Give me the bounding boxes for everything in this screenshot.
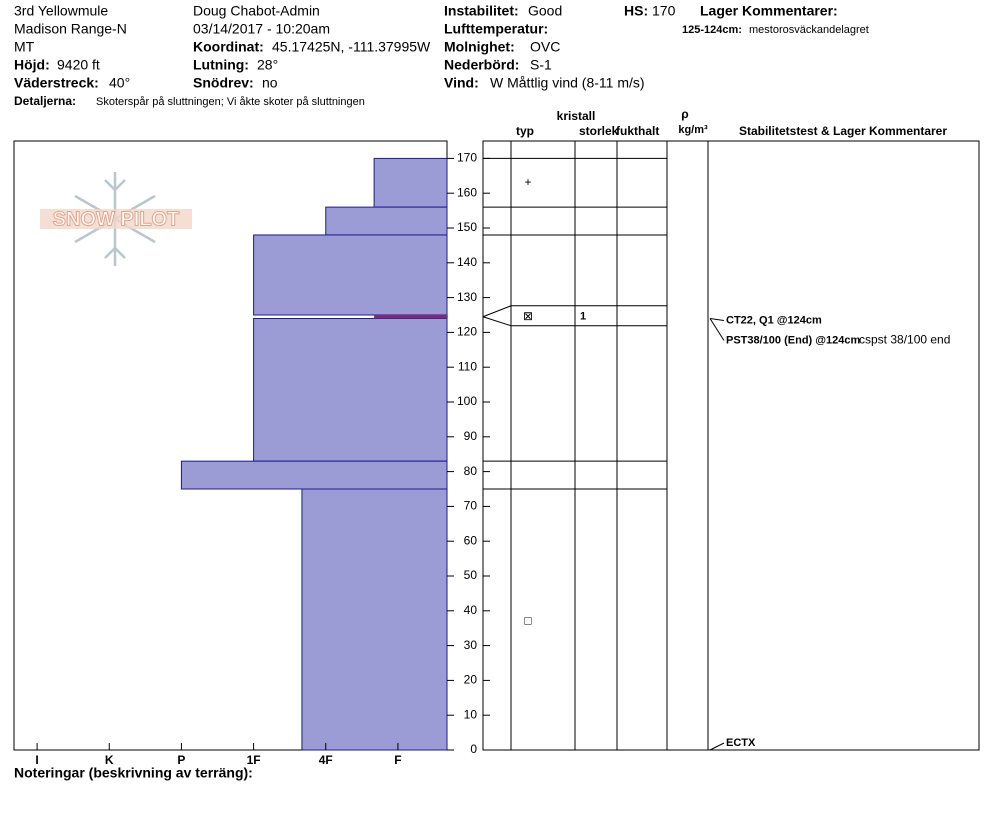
wind-label: Vind:	[444, 75, 479, 91]
precipitation-label: Nederbörd:	[444, 57, 519, 73]
col-density: ρ	[681, 107, 688, 121]
test-note: cspst 38/100 end	[859, 333, 950, 347]
state: MT	[14, 39, 35, 55]
x-tick-label: K	[105, 753, 114, 767]
observer: Doug Chabot-Admin	[193, 3, 320, 19]
hardness-bar	[253, 234, 448, 316]
hardness-bar	[180, 460, 448, 490]
y-tick-label: 120	[457, 325, 477, 339]
weak-layer	[374, 315, 447, 319]
slope-label: Lutning:	[193, 57, 249, 73]
precipitation-value: S-1	[530, 57, 552, 73]
y-tick-label: 130	[457, 290, 477, 304]
grain-type: ⊠	[523, 309, 533, 323]
grain-type: □	[524, 613, 531, 627]
coordinates-value: 45.17425N, -111.37995W	[272, 39, 431, 55]
test-label: ECTX	[726, 737, 756, 749]
grain-type: +	[524, 175, 531, 189]
range: Madison Range-N	[14, 21, 127, 37]
y-tick-label: 140	[457, 255, 477, 269]
y-tick-label: 170	[457, 151, 477, 165]
wind-value: W Måttlig vind (8-11 m/s)	[490, 75, 645, 91]
aspect-label: Väderstreck:	[14, 75, 99, 91]
location: 3rd Yellowmule	[14, 3, 108, 19]
hardness-bar	[325, 206, 448, 236]
sky-label: Molnighet:	[444, 39, 515, 55]
y-tick-label: 0	[470, 742, 477, 756]
stability-label: Instabilitet:	[444, 3, 519, 19]
col-tests: Stabilitetstest & Lager Kommentarer	[739, 124, 947, 138]
slope-value: 28°	[257, 57, 278, 73]
layer-connector	[482, 305, 512, 318]
y-tick-label: 150	[457, 220, 477, 234]
y-tick-label: 50	[464, 568, 478, 582]
hardness-bar	[373, 157, 448, 208]
logo-text: SNOW PILOT	[53, 208, 180, 230]
flake-branch	[104, 179, 126, 192]
stability-value: Good	[528, 3, 562, 19]
y-tick-label: 70	[464, 499, 478, 513]
air_temperature-label: Lufttemperatur:	[444, 21, 548, 37]
test-label: CT22, Q1 @124cm	[726, 314, 822, 326]
elevation-label: Höjd:	[14, 57, 50, 73]
x-tick-label: P	[177, 753, 185, 767]
test-arrow	[709, 742, 725, 751]
y-tick-label: 80	[464, 464, 478, 478]
hs-label: HS:	[624, 3, 648, 19]
flake-branch	[104, 246, 126, 259]
table-frame	[482, 140, 980, 751]
datetime: 03/14/2017 - 10:20am	[193, 21, 330, 37]
y-tick-label: 10	[464, 707, 478, 721]
details-value: Skoterspår på sluttningen; Vi åkte skote…	[96, 96, 365, 108]
table-columns	[510, 141, 709, 750]
test-label: PST38/100 (End) @124cm	[726, 334, 860, 346]
y-tick-label: 60	[464, 533, 478, 547]
details-label: Detaljerna:	[14, 94, 76, 108]
hardness-bar	[301, 488, 448, 751]
y-tick-label: 160	[457, 185, 477, 199]
logo-band	[40, 209, 192, 229]
test-arrow	[709, 318, 725, 341]
col-density-unit: kg/m³	[678, 124, 708, 136]
aspect-value: 40°	[109, 75, 130, 91]
layer-comment-text: mestorosväckandelagret	[749, 24, 869, 36]
y-tick-label: 20	[464, 673, 478, 687]
x-tick-label: 4F	[319, 753, 333, 767]
y-tick-label: 110	[458, 359, 477, 373]
col-type: typ	[516, 124, 534, 138]
y-tick-label: 90	[464, 429, 478, 443]
layer-connector	[482, 316, 512, 327]
elevation-value: 9420 ft	[57, 57, 100, 73]
x-tick-label: 1F	[247, 753, 261, 767]
y-tick-label: 100	[457, 394, 477, 408]
wind_loading-value: no	[262, 75, 278, 91]
hardness-bar	[253, 317, 448, 462]
col-moisture: fukthalt	[616, 124, 659, 138]
footer: Noteringar (beskrivning av terräng):	[14, 765, 253, 781]
wind_loading-label: Snödrev:	[193, 75, 254, 91]
layer-comment-label: 125-124cm:	[682, 24, 742, 36]
col-crystal: kristall	[557, 109, 596, 123]
x-tick-label: F	[394, 753, 401, 767]
col-size: storlek	[579, 124, 619, 138]
hs-value: 170	[652, 3, 676, 19]
grain-size: 1	[580, 311, 586, 323]
layer-comments-title: Lager Kommentarer:	[700, 3, 838, 19]
sky-value: OVC	[530, 39, 560, 55]
test-arrow	[709, 317, 725, 321]
x-tick-label: I	[35, 753, 38, 767]
y-tick-label: 40	[464, 603, 478, 617]
coordinates-label: Koordinat:	[193, 39, 264, 55]
y-tick-label: 30	[464, 638, 478, 652]
